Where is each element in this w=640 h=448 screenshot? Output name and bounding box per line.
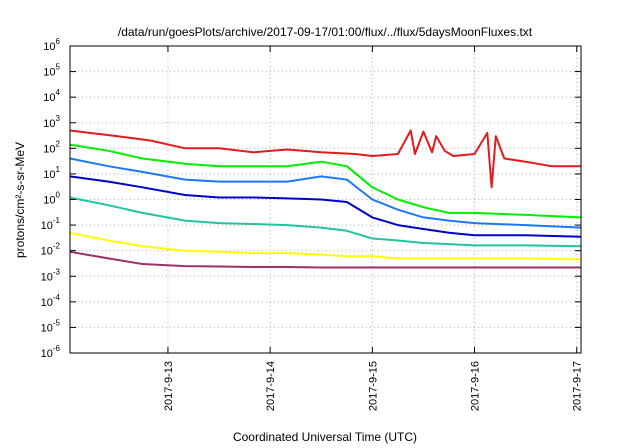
chart-title: /data/run/goesPlots/archive/2017-09-17/0… [118,25,533,39]
series-group [69,129,582,269]
y-tick-label: 10-1 [41,216,61,232]
series-line-1 [69,129,581,189]
y-tick-label: 10-3 [41,267,61,283]
y-tick-label: 10-2 [41,242,61,258]
series-line-5 [69,196,582,248]
y-tick-label: 10-4 [41,293,61,309]
y-tick-label: 100 [43,191,60,207]
y-tick-label: 105 [43,63,60,79]
y-tick-label: 106 [43,37,60,53]
y-axis-label: protons/cm²-s-sr-MeV [13,142,27,258]
y-tick-label: 104 [43,88,60,104]
series-line-4 [69,175,582,238]
y-tick-label: 101 [43,165,60,181]
x-tick-label: 2017-9-16 [470,361,482,411]
x-axis-ticks: 2017-9-13 2017-9-14 2017-9-15 2017-9-16 2017… [163,46,584,411]
x-axis-label: Coordinated Universal Time (UTC) [233,430,417,444]
y-tick-label: 10-6 [41,344,61,360]
series-line-7 [69,250,581,269]
series-line-6 [69,231,582,261]
x-tick-label: 2017-9-14 [265,361,277,411]
x-tick-label: 2017-9-15 [367,361,379,411]
y-tick-label: 102 [43,139,60,155]
x-tick-label: 2017-9-17 [572,361,584,411]
y-tick-label: 103 [43,114,60,130]
x-tick-label: 2017-9-13 [163,361,175,411]
series-line-2 [69,143,582,219]
y-tick-label: 10-5 [41,318,61,334]
series-line-3 [69,157,582,229]
